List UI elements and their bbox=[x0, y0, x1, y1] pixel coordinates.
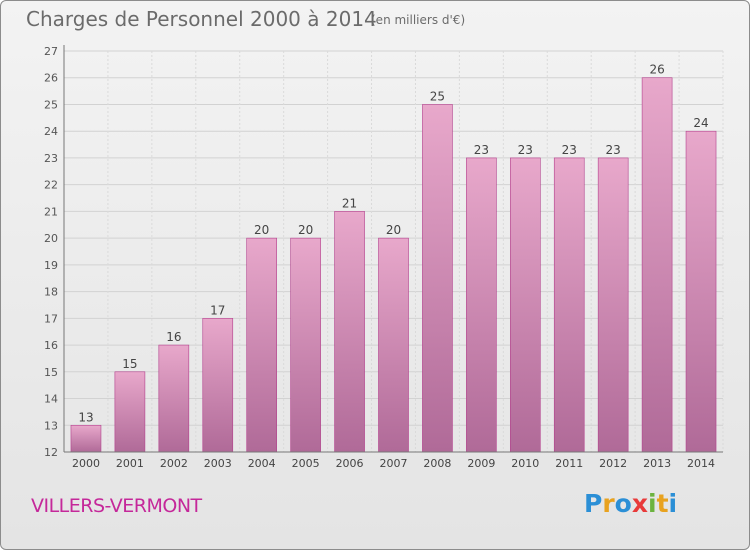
bar-value-label: 23 bbox=[518, 143, 533, 157]
bar-2004[interactable] bbox=[246, 237, 277, 453]
bar-2014[interactable] bbox=[685, 130, 717, 453]
x-tick-label: 2006 bbox=[336, 457, 364, 470]
chart-subtitle: (en milliers d'€) bbox=[371, 13, 466, 27]
x-tick-label: 2001 bbox=[116, 457, 144, 470]
bar-value-label: 20 bbox=[386, 223, 401, 237]
y-tick-label: 18 bbox=[44, 286, 58, 299]
y-tick-label: 14 bbox=[44, 393, 58, 406]
bar-2003[interactable] bbox=[202, 318, 234, 453]
bar-value-label: 16 bbox=[166, 330, 181, 344]
bar-2012[interactable] bbox=[597, 157, 629, 453]
bar-value-label: 20 bbox=[298, 223, 313, 237]
x-tick-label: 2011 bbox=[555, 457, 583, 470]
bar-value-label: 23 bbox=[474, 143, 489, 157]
x-tick-label: 2007 bbox=[380, 457, 408, 470]
bar-value-label: 15 bbox=[122, 357, 137, 371]
bar-2010[interactable] bbox=[509, 157, 541, 453]
bar-2007[interactable] bbox=[378, 237, 409, 453]
y-tick-label: 23 bbox=[44, 152, 58, 165]
y-tick-label: 27 bbox=[44, 45, 58, 58]
x-tick-label: 2010 bbox=[511, 457, 539, 470]
y-tick-label: 12 bbox=[44, 446, 58, 459]
bar-value-label: 26 bbox=[649, 63, 664, 77]
y-tick-label: 16 bbox=[44, 339, 58, 352]
y-tick-label: 13 bbox=[44, 419, 58, 432]
bar-value-label: 24 bbox=[693, 116, 708, 130]
bar-2005[interactable] bbox=[290, 237, 321, 453]
y-tick-label: 20 bbox=[44, 232, 58, 245]
logo-letter: o bbox=[614, 489, 632, 518]
bars: 13 15 16 17 20 20 21 20 25 23 23 23 23 26 24 bbox=[70, 63, 717, 453]
chart-title: Charges de Personnel 2000 à 2014 bbox=[26, 7, 377, 31]
x-tick-label: 2000 bbox=[72, 457, 100, 470]
x-tick-label: 2008 bbox=[423, 457, 451, 470]
logo-letter: P bbox=[584, 489, 603, 518]
logo-letter: i bbox=[648, 489, 657, 518]
bar-2013[interactable] bbox=[641, 77, 673, 453]
bar-2001[interactable] bbox=[114, 371, 146, 453]
bar-value-label: 23 bbox=[606, 143, 621, 157]
x-tick-label: 2003 bbox=[204, 457, 232, 470]
x-tick-label: 2002 bbox=[160, 457, 188, 470]
x-tick-label: 2005 bbox=[292, 457, 320, 470]
y-tick-label: 21 bbox=[44, 205, 58, 218]
y-tick-label: 19 bbox=[44, 259, 58, 272]
bar-2006[interactable] bbox=[334, 211, 365, 453]
logo-letter: i bbox=[668, 489, 678, 518]
bar-value-label: 13 bbox=[78, 410, 93, 424]
logo-letter: t bbox=[656, 489, 669, 518]
bar-2002[interactable] bbox=[158, 344, 190, 453]
y-tick-label: 24 bbox=[44, 125, 58, 138]
logo-letter: r bbox=[602, 489, 615, 518]
bar-2009[interactable] bbox=[466, 157, 497, 453]
bar-value-label: 20 bbox=[254, 223, 269, 237]
logo-letter: x bbox=[631, 489, 648, 518]
x-tick-label: 2012 bbox=[599, 457, 627, 470]
axes: 12 13 14 15 16 17 18 19 20 21 22 23 24 25 26 27 2000 2001… bbox=[44, 45, 723, 470]
y-tick-label: 17 bbox=[44, 312, 58, 325]
bar-2011[interactable] bbox=[553, 157, 585, 453]
place-name: VILLERS-VERMONT bbox=[31, 495, 202, 517]
y-tick-label: 22 bbox=[44, 179, 58, 192]
x-tick-label: 2013 bbox=[643, 457, 671, 470]
proxiti-logo[interactable]: Proxiti bbox=[584, 489, 677, 518]
bar-2000[interactable] bbox=[70, 424, 102, 453]
y-tick-label: 15 bbox=[44, 366, 58, 379]
y-tick-label: 25 bbox=[44, 98, 58, 111]
bar-value-label: 23 bbox=[562, 143, 577, 157]
x-tick-label: 2014 bbox=[687, 457, 715, 470]
x-tick-label: 2004 bbox=[248, 457, 276, 470]
bar-value-label: 21 bbox=[342, 196, 357, 210]
x-tick-label: 2009 bbox=[467, 457, 495, 470]
bar-2008[interactable] bbox=[422, 104, 453, 453]
bar-value-label: 25 bbox=[430, 89, 445, 103]
bar-value-label: 17 bbox=[210, 303, 225, 317]
y-tick-label: 26 bbox=[44, 72, 58, 85]
